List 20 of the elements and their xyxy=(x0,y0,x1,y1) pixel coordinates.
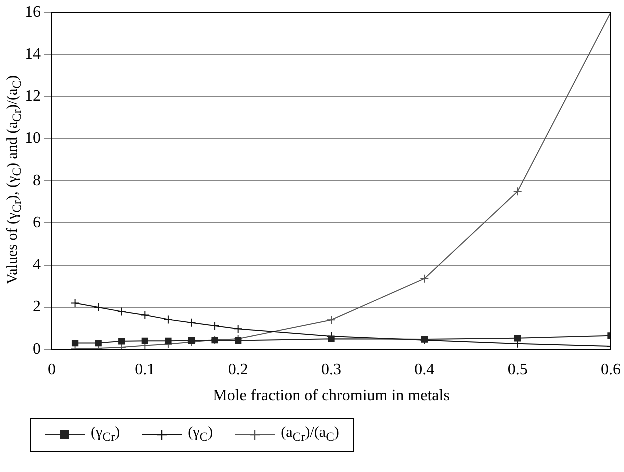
y-tick-label: 6 xyxy=(33,214,41,232)
x-tick-label: 0.2 xyxy=(228,361,248,378)
x-axis-title: Mole fraction of chromium in metals xyxy=(213,388,450,405)
y-tick-label: 8 xyxy=(33,172,41,190)
y-tick-label: 12 xyxy=(25,88,41,106)
x-tick-label: 0.1 xyxy=(135,361,156,378)
x-tick-label: 0 xyxy=(48,361,56,378)
y-tick-label: 10 xyxy=(25,130,41,148)
y-tick-label: 2 xyxy=(33,298,41,316)
y-tick-label: 0 xyxy=(33,340,41,358)
x-tick-label: 0.5 xyxy=(508,361,528,378)
x-tick-label: 0.3 xyxy=(322,361,342,378)
y-tick-label: 16 xyxy=(25,4,41,21)
legend-label: (γ$_{Cr}$) xyxy=(91,425,120,445)
legend-label: (a$_{Cr}$)/(a$_{C}$) xyxy=(281,425,340,445)
x-tick-label: 0.6 xyxy=(601,361,621,378)
legend-label: (γ$_{C}$) xyxy=(188,425,214,445)
y-tick-label: 4 xyxy=(33,256,41,274)
x-tick-label: 0.4 xyxy=(414,361,435,378)
y-tick-label: 14 xyxy=(25,46,41,63)
